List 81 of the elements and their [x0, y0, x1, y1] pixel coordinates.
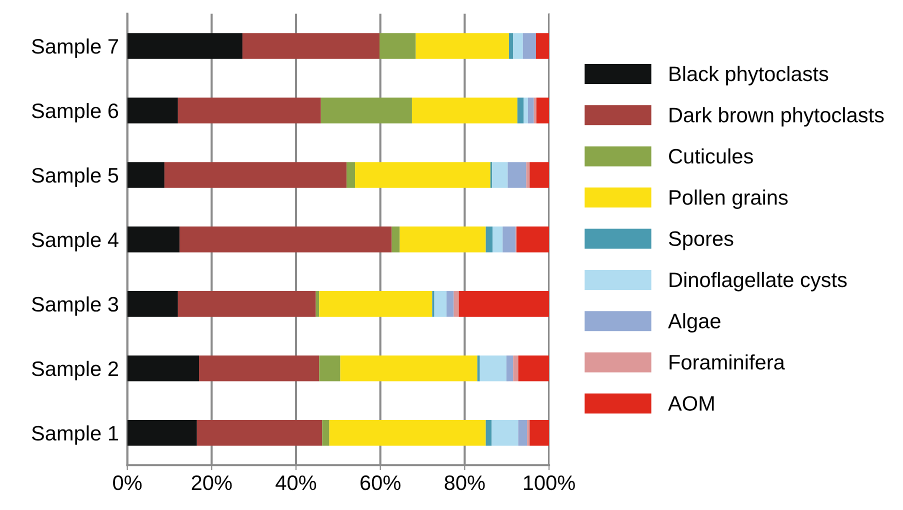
bar [242, 33, 380, 59]
bar [127, 291, 178, 317]
x-tick-label: 80% [444, 475, 485, 490]
bar [480, 356, 506, 382]
bar [508, 33, 514, 59]
x-tick-label: 100% [524, 475, 575, 490]
bar [517, 98, 524, 124]
bar [454, 291, 459, 317]
y-tick-label: Sample 2 [32, 360, 118, 380]
bar [127, 356, 200, 382]
bar [196, 420, 322, 446]
bar [528, 98, 534, 124]
y-tick-label: Sample 4 [32, 232, 118, 252]
bar [446, 291, 454, 317]
bar [516, 226, 550, 252]
bar [416, 33, 509, 59]
x-tick-label: 20% [192, 475, 232, 490]
bar [458, 291, 550, 317]
bar [320, 98, 412, 124]
bar [180, 226, 392, 252]
bar [392, 226, 400, 252]
bar [536, 98, 550, 124]
bar [329, 420, 486, 446]
bar [513, 356, 518, 382]
bar [319, 356, 340, 382]
bar [127, 420, 197, 446]
bar [526, 162, 530, 188]
bar [506, 356, 514, 382]
legend-label: Foraminifera [670, 354, 785, 370]
bar [492, 226, 503, 252]
bar [164, 162, 347, 188]
bar [346, 162, 356, 188]
bar [412, 98, 518, 124]
bar [477, 356, 480, 382]
bar [127, 162, 164, 188]
legend-label: AOM [668, 396, 714, 411]
bar [492, 162, 508, 188]
y-tick-label: Sample 1 [32, 425, 118, 445]
legend-label: Spores [668, 231, 734, 250]
legend-label: Dinoflagellate cysts [670, 272, 847, 292]
bar [178, 291, 316, 317]
x-tick-label: 40% [276, 475, 316, 490]
legend-label: Black phytoclasts [670, 66, 828, 86]
bar [380, 33, 416, 59]
bar [340, 356, 478, 382]
bar [178, 98, 321, 124]
bar [199, 356, 320, 382]
y-tick-label: Sample 6 [32, 102, 118, 122]
bar [355, 162, 490, 188]
bar [530, 420, 550, 446]
bar [127, 33, 242, 59]
y-tick-label: Sample 5 [32, 167, 118, 187]
bar [400, 226, 486, 252]
legend-label: Algae [668, 313, 720, 333]
y-tick-label: Sample 7 [32, 38, 118, 58]
bar [486, 226, 493, 252]
bar [530, 162, 550, 188]
bar [522, 33, 536, 59]
bar [508, 162, 526, 188]
bar [322, 420, 330, 446]
bar [513, 33, 523, 59]
bar [527, 420, 530, 446]
bar [518, 356, 550, 382]
y-tick-label: Sample 3 [32, 296, 118, 316]
bar [518, 420, 528, 446]
bar [127, 98, 178, 124]
bar [486, 420, 492, 446]
bar [536, 33, 550, 59]
legend-label: Pollen grains [670, 190, 788, 209]
bar [434, 291, 447, 317]
bar [319, 291, 432, 317]
x-tick-label: 60% [360, 475, 400, 490]
bar [316, 291, 320, 317]
bar [524, 98, 528, 124]
x-tick-label: 0% [113, 475, 142, 490]
bar [492, 420, 518, 446]
bar [502, 226, 516, 252]
bar [534, 98, 536, 124]
bar [127, 226, 180, 252]
legend-label: Cuticules [669, 148, 753, 164]
legend-label: Dark brown phytoclasts [670, 107, 884, 127]
